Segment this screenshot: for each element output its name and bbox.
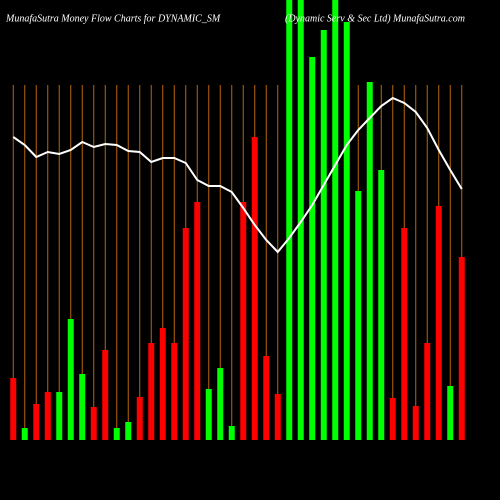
bar xyxy=(90,407,97,440)
bar xyxy=(67,319,74,440)
bar xyxy=(389,398,396,440)
bar xyxy=(148,343,155,440)
bar xyxy=(343,22,350,440)
bar xyxy=(171,343,178,440)
bar xyxy=(274,394,281,440)
bar xyxy=(424,343,431,440)
bar xyxy=(263,356,270,440)
bar xyxy=(251,137,258,440)
bar xyxy=(205,389,212,440)
chart-subtitle: (Dynamic Serv & Sec Ltd) MunafaSutra.com xyxy=(285,13,465,24)
bar xyxy=(332,0,339,440)
bar xyxy=(378,170,385,440)
bar xyxy=(56,392,63,440)
bars xyxy=(10,0,465,440)
chart-title: MunafaSutra Money Flow Charts for DYNAMI… xyxy=(5,13,221,24)
bar xyxy=(44,392,51,440)
bar xyxy=(447,386,454,440)
bar xyxy=(355,191,362,440)
bar xyxy=(113,428,120,440)
bar xyxy=(366,82,373,440)
bar xyxy=(217,368,224,440)
lines xyxy=(12,96,463,254)
bar xyxy=(412,406,419,440)
bar xyxy=(401,228,408,440)
bar xyxy=(297,0,304,440)
line xyxy=(12,96,463,254)
bar xyxy=(309,57,316,440)
bar xyxy=(21,428,28,440)
bar xyxy=(228,426,235,440)
bar xyxy=(79,374,86,440)
bar xyxy=(286,0,293,440)
bar xyxy=(10,378,17,440)
bar xyxy=(125,422,132,440)
bar xyxy=(33,404,40,440)
bar xyxy=(136,397,143,440)
bar xyxy=(435,206,442,440)
bar xyxy=(182,228,189,440)
bar xyxy=(194,202,201,440)
bar xyxy=(458,257,465,440)
bar xyxy=(102,350,109,440)
bar xyxy=(240,202,247,440)
bar xyxy=(159,328,166,440)
bar xyxy=(320,30,327,440)
